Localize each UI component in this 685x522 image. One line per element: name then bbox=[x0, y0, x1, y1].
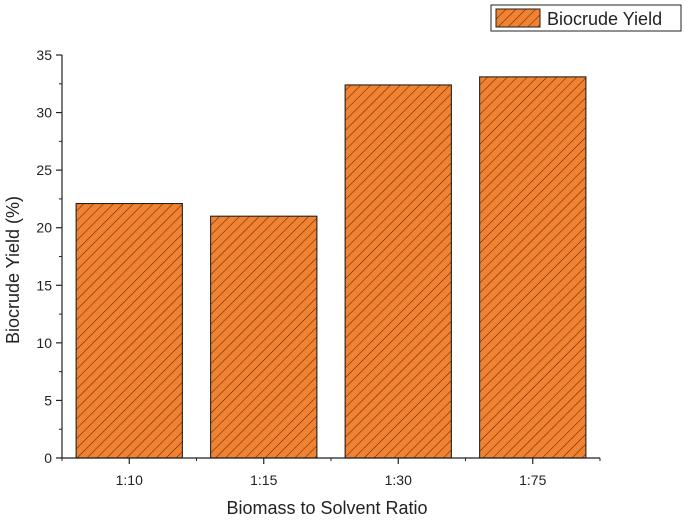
y-axis-title: Biocrude Yield (%) bbox=[3, 196, 23, 344]
bar-1-75 bbox=[479, 76, 587, 459]
x-ticks-group: 1:10 1:15 1:30 1:75 bbox=[61, 458, 601, 488]
legend-label: Biocrude Yield bbox=[547, 9, 662, 29]
y-tick-label: 0 bbox=[44, 450, 52, 466]
y-tick-label: 15 bbox=[36, 277, 52, 293]
bar-1-30 bbox=[344, 84, 452, 459]
bars-group bbox=[75, 76, 587, 459]
x-tick-label: 1:30 bbox=[385, 472, 412, 488]
y-tick-label: 20 bbox=[36, 220, 52, 236]
legend: Biocrude Yield bbox=[490, 4, 682, 32]
x-tick-label: 1:75 bbox=[519, 472, 546, 488]
y-tick-label: 10 bbox=[36, 335, 52, 351]
legend-swatch bbox=[495, 8, 541, 28]
x-axis-title: Biomass to Solvent Ratio bbox=[226, 498, 427, 518]
x-tick-label: 1:10 bbox=[116, 472, 143, 488]
bar-1-10 bbox=[75, 202, 183, 459]
y-tick-label: 30 bbox=[36, 105, 52, 121]
y-tick-label: 5 bbox=[44, 392, 52, 408]
y-tick-label: 35 bbox=[36, 47, 52, 63]
x-tick-label: 1:15 bbox=[250, 472, 277, 488]
y-tick-label: 25 bbox=[36, 162, 52, 178]
y-ticks-group: 0 5 10 15 20 25 30 35 bbox=[36, 47, 62, 466]
bar-1-15 bbox=[210, 215, 318, 459]
